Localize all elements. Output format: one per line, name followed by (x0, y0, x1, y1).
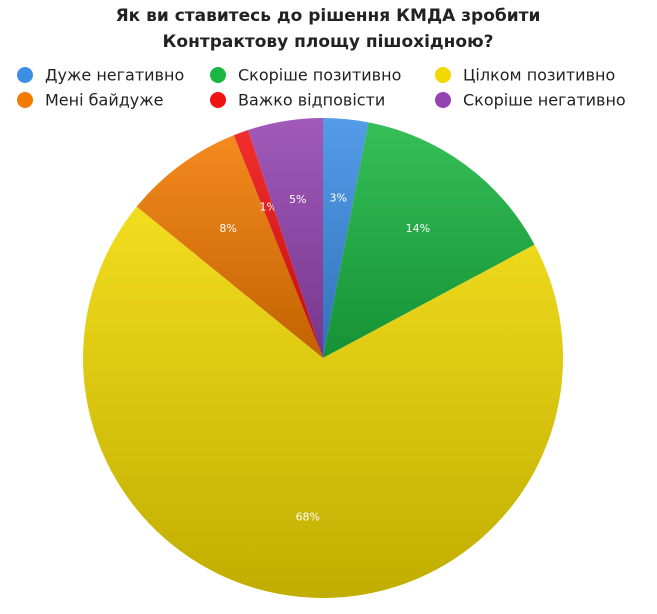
legend-label: Скоріше негативно (463, 91, 626, 110)
data-label: 3% (329, 192, 346, 205)
legend-label: Мені байдуже (45, 91, 164, 110)
pie-slice (83, 206, 563, 598)
legend-marker (17, 67, 33, 83)
pie-slice (323, 118, 369, 358)
legend-label: Дуже негативно (45, 66, 184, 85)
pie-slice (248, 118, 323, 358)
legend-marker (17, 92, 33, 108)
data-label: 14% (406, 222, 430, 235)
chart-title: Як ви ставитесь до рішення КМДА зробити (116, 6, 541, 26)
legend-label: Цілком позитивно (463, 66, 615, 85)
data-label: 8% (219, 222, 236, 235)
legend-label: Важко відповісти (238, 91, 385, 110)
pie-slice (136, 135, 323, 358)
legend-label: Скоріше позитивно (238, 66, 401, 85)
pie-slice (233, 129, 323, 358)
pie-slice (323, 122, 535, 358)
legend-marker (435, 92, 451, 108)
chart-title: Контрактову площу пішохідною? (163, 32, 494, 52)
data-label: 5% (289, 193, 306, 206)
data-label: 68% (296, 510, 320, 523)
legend-marker (435, 67, 451, 83)
legend-marker (210, 92, 226, 108)
legend-marker (210, 67, 226, 83)
